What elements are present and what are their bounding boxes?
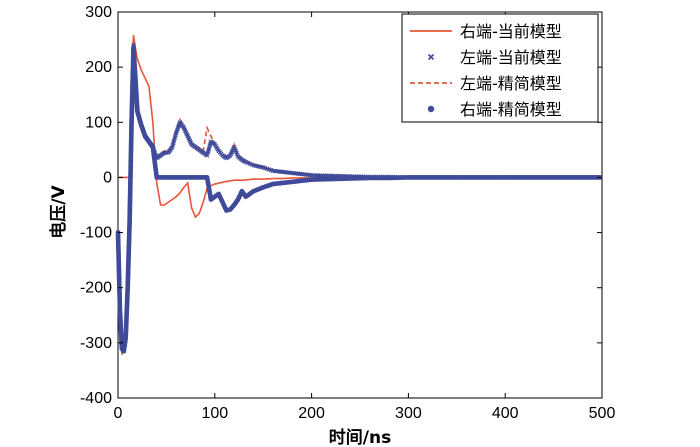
x-tick-label: 100: [201, 405, 228, 422]
y-tick-label: -300: [80, 335, 112, 352]
x-tick-label: 200: [298, 405, 325, 422]
legend-label: 左端-当前模型: [460, 48, 562, 67]
legend-swatch: [427, 53, 435, 61]
x-tick-label: 400: [492, 405, 519, 422]
legend-label: 左端-精简模型: [460, 74, 562, 93]
y-axis-label: 电压/V: [48, 184, 69, 238]
x-tick-label: 300: [395, 405, 422, 422]
y-tick-label: 0: [103, 169, 112, 186]
y-tick-label: -200: [80, 280, 112, 297]
y-tick-label: 100: [85, 114, 112, 131]
y-tick-label: 200: [85, 59, 112, 76]
legend-swatch: [427, 105, 435, 113]
legend-box: [401, 13, 599, 123]
series-layer: [115, 35, 603, 355]
y-tick-label: -400: [80, 390, 112, 407]
y-tick-label: 300: [85, 4, 112, 21]
ticks-layer: 0 100 200 300 400 500 -400 -300 -200 -100 0 100 200 3…: [80, 4, 615, 422]
legend-label: 右端-精简模型: [460, 100, 562, 119]
x-tick-label: 0: [114, 405, 123, 422]
x-tick-label: 500: [589, 405, 616, 422]
legend-label: 右端-当前模型: [460, 22, 562, 41]
y-tick-label: -100: [80, 225, 112, 242]
x-axis-label: 时间/ns: [329, 427, 391, 447]
